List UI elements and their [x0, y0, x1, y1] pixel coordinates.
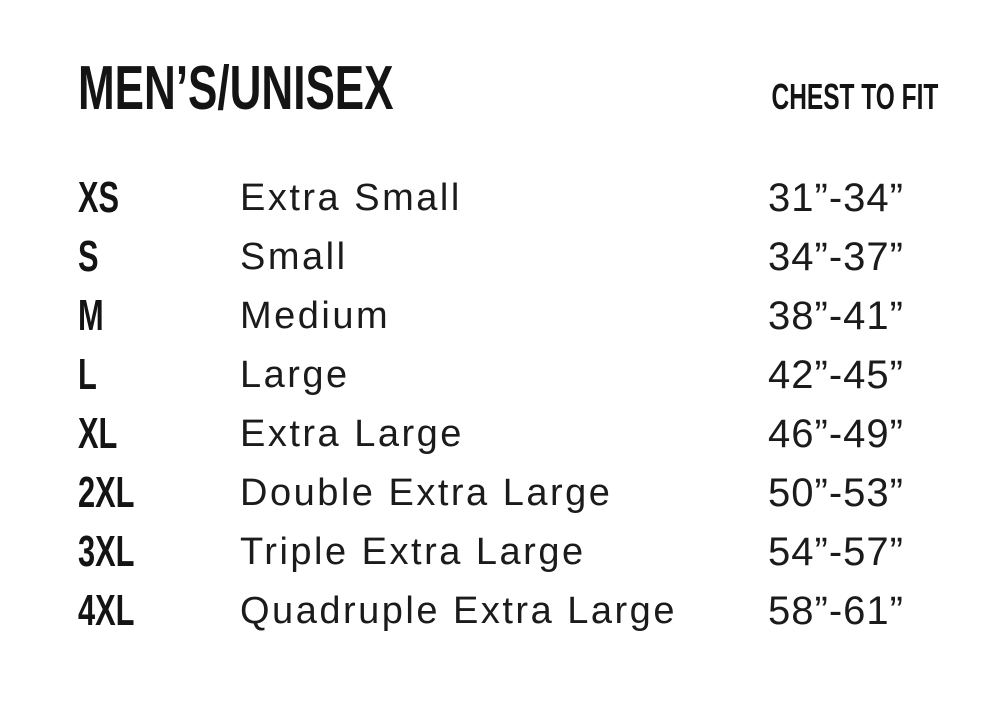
chest-range: 31”-34”: [768, 175, 904, 220]
size-code: XS: [78, 172, 120, 222]
size-code: S: [78, 231, 99, 281]
table-row: XL Extra Large 46”-49”: [78, 404, 960, 463]
chest-range: 54”-57”: [768, 529, 904, 574]
table-row: L Large 42”-45”: [78, 345, 960, 404]
chest-to-fit-column-header: CHEST TO FIT: [771, 76, 938, 117]
size-code: L: [78, 349, 97, 399]
size-table: XS Extra Small 31”-34” S Small 34”-37” M…: [78, 168, 960, 640]
size-code: XL: [78, 408, 118, 458]
chest-range: 50”-53”: [768, 470, 904, 515]
size-name: Extra Small: [240, 176, 462, 219]
table-row: 4XL Quadruple Extra Large 58”-61”: [78, 581, 960, 640]
size-code: 3XL: [78, 526, 135, 576]
size-name: Large: [240, 353, 350, 396]
table-row: XS Extra Small 31”-34”: [78, 168, 960, 227]
size-code: M: [78, 290, 104, 340]
size-name: Extra Large: [240, 412, 464, 455]
size-chart-header: MEN’S/UNISEX CHEST TO FIT: [78, 58, 938, 120]
chest-range: 58”-61”: [768, 588, 904, 633]
table-row: M Medium 38”-41”: [78, 286, 960, 345]
size-name: Triple Extra Large: [240, 530, 586, 573]
size-code: 2XL: [78, 467, 135, 517]
chest-range: 34”-37”: [768, 234, 904, 279]
chest-range: 42”-45”: [768, 352, 904, 397]
chest-range: 38”-41”: [768, 293, 904, 338]
table-row: 2XL Double Extra Large 50”-53”: [78, 463, 960, 522]
chart-title: MEN’S/UNISEX: [78, 54, 394, 123]
table-row: S Small 34”-37”: [78, 227, 960, 286]
table-row: 3XL Triple Extra Large 54”-57”: [78, 522, 960, 581]
size-code: 4XL: [78, 585, 135, 635]
size-name: Quadruple Extra Large: [240, 589, 677, 632]
size-name: Small: [240, 235, 348, 278]
chest-range: 46”-49”: [768, 411, 904, 456]
size-name: Double Extra Large: [240, 471, 613, 514]
size-name: Medium: [240, 294, 391, 337]
